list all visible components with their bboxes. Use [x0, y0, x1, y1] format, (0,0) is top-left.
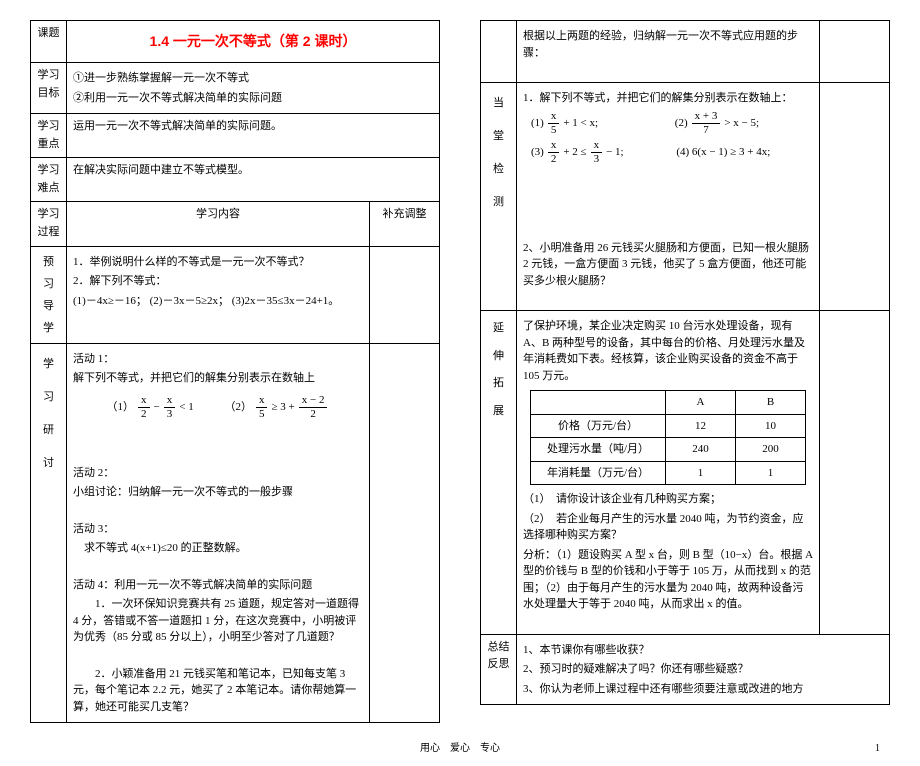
doc-title: 1.4 一元一次不等式（第 2 课时）	[73, 25, 433, 58]
eq1: （1） x2 − x3 < 1	[107, 395, 194, 420]
extend-q2: （2） 若企业每月产生的污水量 2040 吨，为节约资金，应选择哪种购买方案？	[523, 511, 813, 544]
extend-analysis: 分析：（1）题设购买 A 型 x 台，则 B 型（10−x）台。根据 A 型的价…	[523, 547, 813, 613]
notes-4	[820, 83, 890, 311]
preview-3: (1)－4x≥－16； (2)－3x－5≥2x； (3)2x－35≤3x－24+…	[73, 293, 363, 310]
eq2: （2） x5 ≥ 3 + x − 22	[224, 395, 329, 420]
extend-intro: 了保护环境，某企业决定购买 10 台污水处理设备，现有 A、B 两种型号的设备，…	[523, 318, 813, 384]
act3-title: 活动 3：	[73, 521, 363, 538]
left-table: 课题 1.4 一元一次不等式（第 2 课时） 学习 目标 ①进一步熟练掌握解一元…	[30, 20, 440, 723]
label-zongjie: 总结 反思	[481, 634, 517, 705]
preview-1: 1．举例说明什么样的不等式是一元一次不等式？	[73, 254, 363, 271]
difficulty-cell: 在解决实际问题中建立不等式模型。	[67, 158, 440, 202]
study-cell: 活动 1： 解下列不等式，并把它们的解集分别表示在数轴上 （1） x2 − x3…	[67, 343, 370, 723]
notes-header: 补充调整	[370, 202, 440, 246]
label-nandian: 学习 难点	[31, 158, 67, 202]
extend-cell: 了保护环境，某企业决定购买 10 台污水处理设备，现有 A、B 两种型号的设备，…	[517, 311, 820, 635]
footer-motto: 用心 爱心 专心	[420, 743, 500, 754]
left-column: 课题 1.4 一元一次不等式（第 2 课时） 学习 目标 ①进一步熟练掌握解一元…	[30, 20, 440, 723]
checkin-c4: (4) 6(x − 1) ≥ 3 + 4x;	[676, 146, 770, 158]
goal-2: ②利用一元一次不等式解决简单的实际问题	[73, 90, 433, 107]
checkin-p1: 1．解下列不等式，并把它们的解集分别表示在数轴上：	[523, 90, 813, 107]
act1-title: 活动 1：	[73, 351, 363, 368]
act3-desc: 求不等式 4(x+1)≤20 的正整数解。	[73, 540, 363, 557]
eq1-label: （1）	[107, 399, 135, 416]
checkin-row1: (1) x5 + 1 < x; (2) x + 37 > x − 5;	[531, 111, 813, 136]
empty-label-1	[481, 21, 517, 83]
act4-q2: 2．小颖准备用 21 元钱买笔和笔记本，已知每支笔 3 元，每个笔记本 2.2 …	[73, 666, 363, 716]
act4-title: 活动 4：利用一元一次不等式解决简单的实际问题	[73, 577, 363, 594]
checkin-top-cell: 根据以上两题的经验，归纳解一元一次不等式应用题的步骤：	[517, 21, 820, 83]
notes-3	[820, 21, 890, 83]
checkin-cell: 1．解下列不等式，并把它们的解集分别表示在数轴上： (1) x5 + 1 < x…	[517, 83, 820, 311]
label-dangtang: 当 堂 检 测	[481, 83, 517, 311]
summary-3: 3、你认为老师上课过程中还有哪些须要注意或改进的地方	[523, 681, 883, 698]
preview-2: 2．解下列不等式：	[73, 273, 363, 290]
act4-q1: 1．一次环保知识竞赛共有 25 道题，规定答对一道题得 4 分，答错或不答一道题…	[73, 596, 363, 646]
checkin-p2: 2、小明准备用 26 元钱买火腿肠和方便面，已知一根火腿肠 2 元钱，一盒方便面…	[523, 240, 813, 290]
label-yuxi: 预 习 导 学	[31, 246, 67, 343]
footer: 用心 爱心 专心 1	[30, 741, 890, 756]
preview-cell: 1．举例说明什么样的不等式是一元一次不等式？ 2．解下列不等式： (1)－4x≥…	[67, 246, 370, 343]
act2-title: 活动 2：	[73, 465, 363, 482]
goal-1: ①进一步熟练掌握解一元一次不等式	[73, 70, 433, 87]
label-mubiao: 学习 目标	[31, 63, 67, 114]
act1-equations: （1） x2 − x3 < 1 （2） x5 ≥ 3 + x − 22	[73, 395, 363, 420]
extend-q1: （1） 请你设计该企业有几种购买方案；	[523, 491, 813, 508]
eq2-label: （2）	[224, 399, 252, 416]
title-cell: 1.4 一元一次不等式（第 2 课时）	[67, 21, 440, 63]
label-guocheng: 学习 过程	[31, 202, 67, 246]
goals-cell: ①进一步熟练掌握解一元一次不等式 ②利用一元一次不等式解决简单的实际问题	[67, 63, 440, 114]
notes-1	[370, 246, 440, 343]
checkin-top: 根据以上两题的经验，归纳解一元一次不等式应用题的步骤：	[523, 28, 813, 61]
page-number: 1	[875, 741, 880, 756]
notes-5	[820, 311, 890, 635]
label-yantao: 学 习 研 讨	[31, 343, 67, 723]
act1-desc: 解下列不等式，并把它们的解集分别表示在数轴上	[73, 370, 363, 387]
label-keti: 课题	[31, 21, 67, 63]
summary-cell: 1、本节课你有哪些收获？ 2、预习时的疑难解决了吗？你还有哪些疑惑？ 3、你认为…	[517, 634, 890, 705]
label-zhongdian: 学习 重点	[31, 114, 67, 158]
summary-2: 2、预习时的疑难解决了吗？你还有哪些疑惑？	[523, 661, 883, 678]
label-yanshen: 延 伸 拓 展	[481, 311, 517, 635]
page: 课题 1.4 一元一次不等式（第 2 课时） 学习 目标 ①进一步熟练掌握解一元…	[30, 20, 890, 723]
notes-2	[370, 343, 440, 723]
right-table: 根据以上两题的经验，归纳解一元一次不等式应用题的步骤： 当 堂 检 测 1．解下…	[480, 20, 890, 705]
checkin-row2: (3) x2 + 2 ≤ x3 − 1; (4) 6(x − 1) ≥ 3 + …	[531, 140, 813, 165]
keypoint-cell: 运用一元一次不等式解决简单的实际问题。	[67, 114, 440, 158]
extend-table: A B 价格（万元/台）1210 处理污水量（吨/月）240200 年消耗量（万…	[530, 390, 806, 485]
content-header: 学习内容	[67, 202, 370, 246]
right-column: 根据以上两题的经验，归纳解一元一次不等式应用题的步骤： 当 堂 检 测 1．解下…	[480, 20, 890, 723]
act2-desc: 小组讨论：归纳解一元一次不等式的一般步骤	[73, 484, 363, 501]
